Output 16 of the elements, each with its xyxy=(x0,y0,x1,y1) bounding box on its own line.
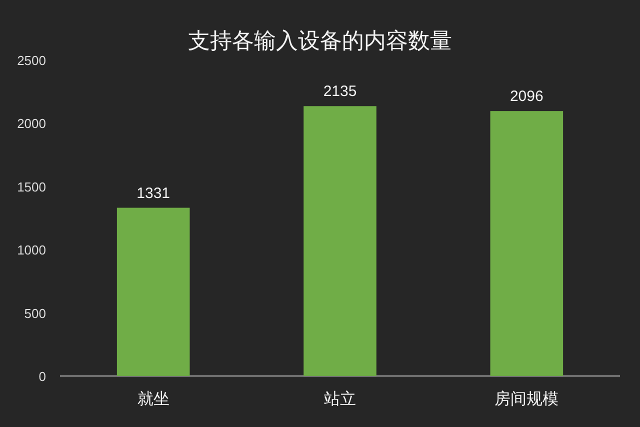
bar xyxy=(304,106,376,376)
x-tick-label: 房间规模 xyxy=(494,390,559,408)
y-tick-label: 1000 xyxy=(17,242,46,258)
chart-title: 支持各输入设备的内容数量 xyxy=(188,28,452,53)
y-tick-label: 500 xyxy=(24,306,46,321)
data-label: 1331 xyxy=(136,184,170,202)
bar xyxy=(490,111,564,376)
y-tick-label: 2500 xyxy=(17,53,46,68)
y-tick-label: 2000 xyxy=(17,116,46,132)
y-tick-label: 1500 xyxy=(17,179,46,194)
bar xyxy=(116,208,190,376)
data-label: 2096 xyxy=(510,88,544,106)
x-tick-label: 就坐 xyxy=(137,390,170,408)
x-tick-label: 站立 xyxy=(324,390,356,408)
data-label: 2135 xyxy=(323,83,357,100)
y-tick-label: 0 xyxy=(38,369,46,384)
